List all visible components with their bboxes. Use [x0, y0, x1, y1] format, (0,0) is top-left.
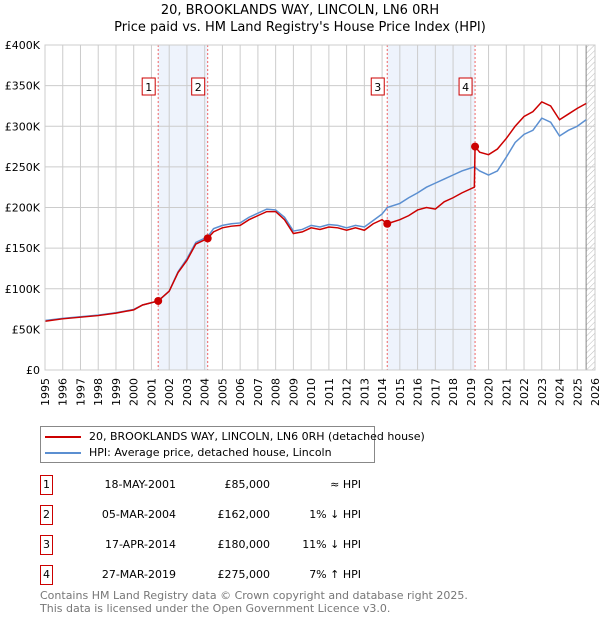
x-tick-label: 2024 [554, 378, 567, 406]
x-tick-label: 2016 [412, 378, 425, 406]
sale-date: 05-MAR-2004 [101, 508, 176, 521]
x-tick-label: 2015 [394, 378, 407, 406]
sale-row: 4 27-MAR-2019 £275,000 7% ↑ HPI [40, 565, 370, 585]
x-tick-label: 2004 [199, 378, 212, 406]
x-tick-label: 2020 [483, 378, 496, 406]
sale-marker-label: 2 [195, 81, 202, 94]
sale-marker-badge: 2 [40, 505, 53, 525]
x-tick-label: 2006 [234, 378, 247, 406]
x-tick-label: 2001 [145, 378, 158, 406]
legend-label: 20, BROOKLANDS WAY, LINCOLN, LN6 0RH (de… [89, 430, 425, 443]
x-tick-label: 2018 [447, 378, 460, 406]
footer-licence: This data is licensed under the Open Gov… [40, 602, 391, 615]
x-tick-label: 2013 [358, 378, 371, 406]
legend-label: HPI: Average price, detached house, Linc… [89, 446, 332, 459]
y-tick-label: £0 [26, 364, 40, 377]
x-tick-label: 1998 [92, 378, 105, 406]
chart-subtitle: Price paid vs. HM Land Registry's House … [114, 20, 486, 35]
y-tick-label: £300K [5, 120, 41, 133]
sale-marker-box [191, 77, 206, 96]
x-tick-label: 2021 [500, 378, 513, 406]
x-tick-label: 2023 [536, 378, 549, 406]
x-tick-label: 2022 [518, 378, 531, 406]
sale-marker-box [458, 77, 473, 96]
sale-hpi-comparison: 11% ↓ HPI [302, 538, 361, 551]
y-tick-label: £200K [5, 202, 41, 215]
x-tick-label: 1995 [39, 378, 52, 406]
x-tick-label: 2007 [252, 378, 265, 406]
sale-marker-label: 3 [374, 81, 381, 94]
sale-marker-badge: 4 [40, 565, 53, 585]
sale-date: 17-APR-2014 [104, 538, 176, 551]
y-tick-label: £100K [5, 283, 41, 296]
footer: Contains HM Land Registry data © Crown c… [40, 589, 468, 615]
series-line [44, 100, 587, 322]
x-tick-label: 2011 [323, 378, 336, 406]
sale-point [471, 142, 480, 151]
x-tick-label: 1999 [110, 378, 123, 406]
sale-marker-box [141, 77, 156, 96]
x-tick-label: 2012 [341, 378, 354, 406]
sale-row: 2 05-MAR-2004 £162,000 1% ↓ HPI [40, 505, 370, 525]
legend: 20, BROOKLANDS WAY, LINCOLN, LN6 0RH (de… [40, 426, 425, 463]
footer-copyright: Contains HM Land Registry data © Crown c… [40, 589, 468, 602]
x-tick-label: 2000 [128, 378, 141, 406]
sale-row: 1 18-MAY-2001 £85,000 ≈ HPI [40, 475, 370, 495]
x-tick-label: 1997 [74, 378, 87, 406]
sale-hpi-comparison: ≈ HPI [330, 478, 361, 491]
sale-hpi-comparison: 1% ↓ HPI [309, 508, 361, 521]
chart-title: 20, BROOKLANDS WAY, LINCOLN, LN6 0RH [160, 3, 440, 18]
y-tick-label: £350K [5, 80, 41, 93]
sale-point [383, 219, 392, 228]
y-tick-label: £250K [5, 161, 41, 174]
sale-row: 3 17-APR-2014 £180,000 11% ↓ HPI [40, 535, 370, 555]
x-tick-label: 2010 [305, 378, 318, 406]
sale-date: 27-MAR-2019 [101, 568, 176, 581]
x-tick-label: 2019 [465, 378, 478, 406]
price-chart: 1995 1996 1997 1998 1999 2000 2001 2002 2003 2004… [5, 39, 600, 406]
sale-hpi-comparison: 7% ↑ HPI [309, 568, 361, 581]
sale-marker-label: 4 [462, 81, 469, 94]
sale-point [203, 234, 212, 243]
sale-price: £85,000 [224, 478, 271, 491]
sale-marker-label: 1 [145, 81, 152, 94]
legend-swatch [45, 435, 81, 438]
sale-price: £180,000 [217, 538, 271, 551]
y-tick-label: £400K [5, 39, 41, 52]
x-tick-label: 2026 [589, 378, 600, 406]
x-tick-label: 2005 [216, 378, 229, 406]
series-line [44, 117, 587, 322]
sale-marker-badge: 1 [40, 475, 53, 495]
sale-date: 18-MAY-2001 [104, 478, 176, 491]
x-tick-label: 2003 [181, 378, 194, 406]
sale-marker-badge: 3 [40, 535, 53, 555]
x-tick-label: 2008 [270, 378, 283, 406]
x-tick-label: 2017 [429, 378, 442, 406]
x-tick-label: 2009 [287, 378, 300, 406]
legend-item-hpi: HPI: Average price, detached house, Linc… [45, 446, 332, 459]
sale-point [154, 296, 163, 305]
y-tick-label: £50K [12, 323, 41, 336]
plot-frame [44, 44, 596, 371]
sale-price: £275,000 [217, 568, 271, 581]
sale-price: £162,000 [217, 508, 271, 521]
legend-item-property: 20, BROOKLANDS WAY, LINCOLN, LN6 0RH (de… [45, 430, 425, 443]
y-tick-label: £150K [5, 242, 41, 255]
x-tick-label: 1996 [57, 378, 70, 406]
x-tick-label: 2002 [163, 378, 176, 406]
x-tick-label: 2025 [571, 378, 584, 406]
sale-marker-box [370, 77, 385, 96]
legend-swatch [45, 451, 81, 454]
x-tick-label: 2014 [376, 378, 389, 406]
